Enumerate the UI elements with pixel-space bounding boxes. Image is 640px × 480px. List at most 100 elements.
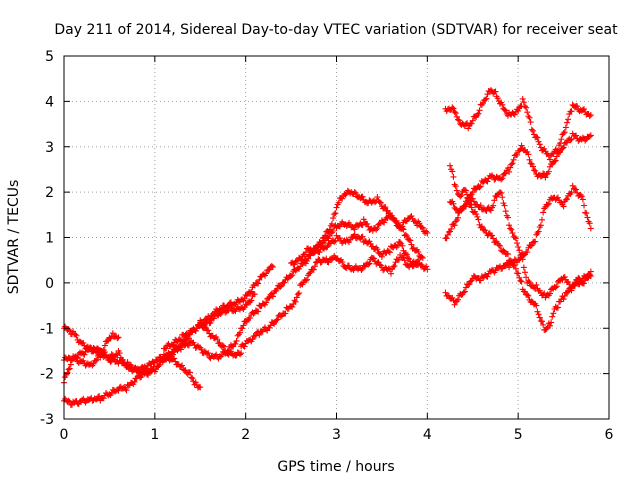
data-point — [563, 196, 570, 203]
data-point — [310, 250, 317, 257]
data-point — [187, 369, 194, 376]
data-point — [503, 260, 510, 267]
data-point — [452, 183, 459, 190]
data-point — [263, 299, 270, 306]
data-point — [236, 351, 243, 358]
series-track-m — [442, 182, 594, 308]
data-point — [241, 343, 248, 350]
data-point — [274, 285, 281, 292]
data-point — [374, 194, 381, 201]
data-point — [192, 327, 199, 334]
data-point — [339, 259, 346, 266]
data-point — [536, 141, 543, 148]
data-point — [205, 327, 212, 334]
data-point — [492, 88, 499, 95]
data-point — [201, 324, 208, 331]
data-point — [72, 331, 79, 338]
data-point — [579, 134, 586, 141]
data-point — [511, 234, 518, 241]
data-point — [526, 279, 533, 286]
data-point — [534, 308, 541, 315]
data-point — [581, 106, 588, 113]
data-point — [109, 330, 116, 337]
data-point — [294, 291, 301, 298]
data-point — [248, 297, 255, 304]
data-point — [546, 290, 553, 297]
data-point — [549, 313, 556, 320]
y-tick-label: 5 — [45, 49, 54, 65]
data-point — [113, 351, 120, 358]
data-point — [489, 232, 496, 239]
data-point — [70, 328, 77, 335]
data-point — [569, 182, 576, 189]
data-point — [331, 238, 338, 245]
data-point — [499, 101, 506, 108]
data-point — [583, 210, 590, 217]
data-point — [445, 229, 452, 236]
data-point — [332, 210, 339, 217]
data-point — [476, 184, 483, 191]
data-point — [508, 161, 515, 168]
data-point — [452, 110, 459, 117]
data-point — [478, 223, 485, 230]
data-point — [405, 255, 412, 262]
data-point — [544, 201, 551, 208]
data-point — [461, 288, 468, 295]
data-point — [461, 186, 468, 193]
data-point — [456, 117, 463, 124]
data-point — [403, 233, 410, 240]
data-point — [298, 256, 305, 263]
data-point — [444, 231, 451, 238]
data-point — [277, 313, 284, 320]
data-point — [289, 272, 296, 279]
data-point — [574, 103, 581, 110]
data-point — [265, 295, 272, 302]
data-point — [449, 104, 456, 111]
data-point — [507, 164, 514, 171]
data-point — [391, 262, 398, 269]
data-point — [458, 192, 465, 199]
series-track-n — [447, 162, 594, 301]
data-point — [453, 113, 460, 120]
series-track-e — [160, 291, 258, 352]
data-point — [269, 293, 276, 300]
data-point — [523, 274, 530, 281]
data-point — [540, 321, 547, 328]
data-point — [135, 366, 142, 373]
data-point — [331, 211, 338, 218]
data-point — [500, 247, 507, 254]
data-point — [273, 317, 280, 324]
data-point — [250, 310, 257, 317]
data-point — [458, 206, 465, 213]
data-point — [385, 248, 392, 255]
data-point — [307, 252, 314, 259]
data-point — [454, 116, 461, 123]
data-point — [303, 276, 310, 283]
data-point — [330, 215, 337, 222]
data-point — [533, 281, 540, 288]
data-point — [359, 193, 366, 200]
data-point — [579, 196, 586, 203]
data-point — [382, 204, 389, 211]
y-tick-label: 0 — [45, 276, 54, 292]
data-point — [148, 367, 155, 374]
data-point — [526, 156, 533, 163]
data-point — [535, 228, 542, 235]
data-point — [274, 316, 281, 323]
data-point — [550, 310, 557, 317]
data-point — [247, 314, 254, 321]
data-point — [466, 281, 473, 288]
data-point — [217, 353, 224, 360]
data-point — [452, 218, 459, 225]
data-point — [65, 397, 72, 404]
data-point — [189, 375, 196, 382]
data-point — [104, 338, 111, 345]
data-point — [317, 239, 324, 246]
series-track-f — [197, 317, 245, 359]
data-point — [109, 355, 116, 362]
data-point — [450, 173, 457, 180]
data-point — [335, 199, 342, 206]
data-point — [553, 283, 560, 290]
data-point — [587, 132, 594, 139]
data-point — [170, 342, 176, 349]
